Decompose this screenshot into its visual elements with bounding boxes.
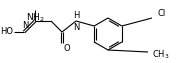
Text: CH$_3$: CH$_3$: [152, 49, 170, 61]
Text: NH$_2$: NH$_2$: [26, 11, 44, 23]
Text: O: O: [64, 44, 71, 53]
Text: HO: HO: [0, 28, 13, 36]
Text: N: N: [73, 23, 79, 32]
Text: N: N: [22, 21, 28, 30]
Text: H: H: [73, 11, 79, 20]
Text: Cl: Cl: [158, 9, 166, 18]
